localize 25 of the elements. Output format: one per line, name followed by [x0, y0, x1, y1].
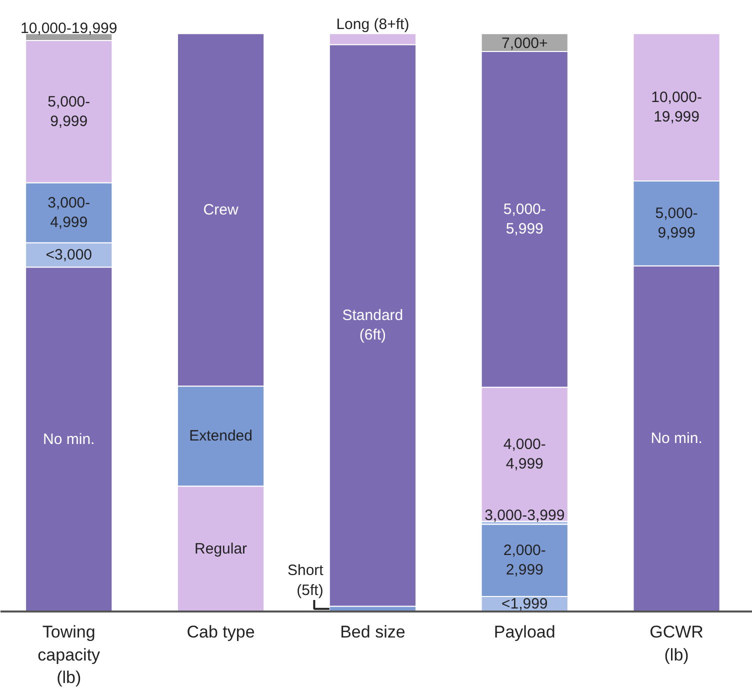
- annotation: 7,000+: [501, 35, 548, 52]
- annotation: 5,000- 9,999: [48, 93, 90, 130]
- annotation: Crew: [203, 201, 238, 218]
- annotation: 3,000-3,999: [484, 507, 565, 524]
- x-tick-label: Towing capacity (lb): [38, 622, 101, 688]
- annotation: No min.: [650, 430, 702, 448]
- text: Long (8+ft): [336, 16, 410, 34]
- x-tick-label: Cab type: [186, 622, 255, 642]
- annotation: 10,000- 19,999: [651, 89, 702, 126]
- annotation: Standard (6ft): [342, 307, 404, 344]
- annotation: 5,000- 5,999: [503, 201, 546, 238]
- annotation: 5,000- 9,999: [655, 205, 698, 242]
- x-tick-label: GCWR (lb): [650, 622, 704, 664]
- annotation: 3,000- 4,999: [48, 194, 90, 232]
- annotation: 4,000- 4,999: [503, 436, 546, 473]
- annotation: Regular: [194, 540, 248, 558]
- x-tick-label: Bed size: [340, 622, 406, 642]
- x-tick-label: Payload: [494, 622, 556, 642]
- annotation: No min.: [43, 430, 95, 448]
- annotation: <3,000: [46, 246, 92, 264]
- annotation: Short (5ft): [287, 562, 324, 599]
- annotation: 10,000-19,999: [20, 20, 118, 38]
- annotation: 2,000- 2,999: [503, 542, 546, 579]
- annotation: <1,999: [501, 595, 548, 612]
- annotation: Extended: [189, 428, 252, 445]
